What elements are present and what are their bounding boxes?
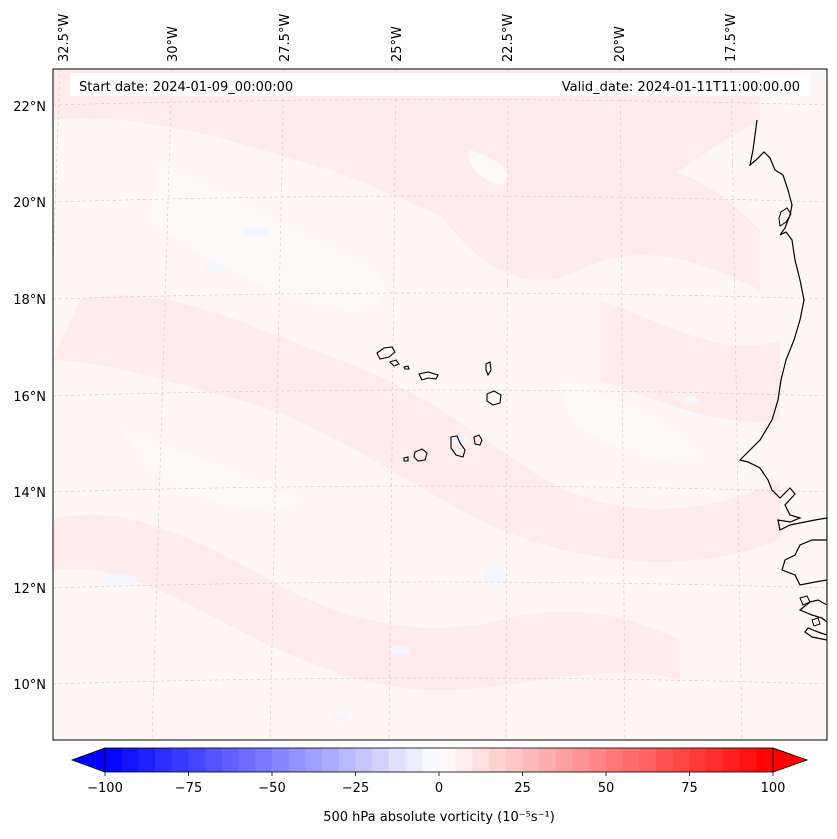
colorbar-cell — [238, 748, 256, 772]
lon-label: 22.5°W — [501, 14, 516, 62]
colorbar-cell — [288, 748, 306, 772]
colorbar-cell — [572, 748, 590, 772]
colorbar-tick-label: −75 — [175, 781, 202, 796]
colorbar-cell — [422, 748, 440, 772]
latitude-labels: 22°N 20°N 18°N 16°N 14°N 12°N 10°N — [13, 100, 46, 693]
colorbar-cell — [155, 748, 173, 772]
lat-label: 16°N — [13, 390, 46, 405]
lat-label: 12°N — [13, 582, 46, 597]
island-sao-nicolau — [418, 371, 439, 381]
colorbar-cell — [472, 748, 490, 772]
colorbar-cell — [505, 748, 523, 772]
colorbar-cell — [205, 748, 223, 772]
colorbar-cell — [589, 748, 607, 772]
colorbar-tick-label: 0 — [435, 781, 443, 796]
cape-verde-islands — [376, 346, 502, 462]
header-strip — [70, 73, 810, 96]
start-date-label: Start date: 2024-01-09_00:00:00 — [79, 80, 293, 95]
colorbar-cell — [388, 748, 407, 772]
colorbar-cell — [338, 748, 356, 772]
colorbar-cell — [689, 748, 707, 772]
colorbar-cell — [405, 748, 423, 772]
colorbar-cell — [656, 748, 674, 772]
colorbar-tick-label: 100 — [761, 781, 786, 796]
island-santiago — [450, 435, 466, 458]
lat-label: 22°N — [13, 100, 46, 115]
island-sao-vicente — [388, 359, 400, 367]
colorbar-cell — [555, 748, 574, 772]
graticule — [53, 69, 827, 740]
vorticity-field — [53, 69, 827, 740]
lat-label: 18°N — [13, 293, 46, 308]
colorbar-cell — [489, 748, 507, 772]
island-santo-antao — [376, 346, 396, 360]
island-santa-luzia — [403, 365, 410, 370]
lon-label: 30°W — [166, 26, 181, 62]
colorbar-cell — [121, 748, 139, 772]
colorbar-cell — [706, 748, 724, 772]
colorbar-cell — [255, 748, 273, 772]
coastal-islet — [778, 207, 792, 227]
colorbar-cell — [272, 748, 290, 772]
lat-label: 14°N — [13, 486, 46, 501]
colorbar-tick-label: 75 — [681, 781, 698, 796]
island-sal — [485, 361, 492, 377]
lon-label: 32.5°W — [57, 14, 72, 62]
colorbar-cell — [522, 748, 540, 772]
colorbar-cell — [672, 748, 690, 772]
colorbar-tick-label: −50 — [258, 781, 285, 796]
island-boa-vista — [486, 390, 502, 406]
colorbar-cell — [322, 748, 340, 772]
colorbar-tick-label: −25 — [342, 781, 369, 796]
colorbar-cell — [622, 748, 640, 772]
colorbar-tick-label: 25 — [514, 781, 531, 796]
lat-label: 20°N — [13, 196, 46, 211]
colorbar-extend-max — [772, 747, 809, 773]
colorbar-cell — [439, 748, 457, 772]
colorbar-cell — [372, 748, 390, 772]
valid-date-label: Valid_date: 2024-01-11T11:00:00.00 — [562, 80, 800, 95]
colorbar-tick-label: 50 — [598, 781, 615, 796]
colorbar-cell — [639, 748, 657, 772]
colorbar-cell — [739, 748, 757, 772]
island-maio — [473, 434, 483, 446]
colorbar-cell — [455, 748, 473, 772]
island-fogo — [413, 448, 428, 462]
colorbar-cell — [171, 748, 189, 772]
coastal-islet — [799, 595, 811, 606]
lon-label: 27.5°W — [278, 14, 293, 62]
island-brava — [403, 456, 409, 462]
lon-label: 25°W — [390, 26, 405, 62]
longitude-labels: 32.5°W 30°W 27.5°W 25°W 22.5°W 20°W 17.5… — [57, 14, 739, 62]
colorbar-tick-label: −100 — [87, 781, 123, 796]
colorbar-cell — [606, 748, 624, 772]
colorbar-cell — [138, 748, 156, 772]
colorbar-cell — [105, 748, 123, 772]
colorbar-label: 500 hPa absolute vorticity (10⁻⁵s⁻¹) — [323, 810, 555, 825]
colorbar-cell — [539, 748, 557, 772]
lon-label: 20°W — [613, 26, 628, 62]
coastal-islet — [811, 617, 821, 627]
colorbar-ticks: −100 −75 −50 −25 0 25 50 75 100 — [87, 772, 785, 796]
lon-label: 17.5°W — [724, 14, 739, 62]
colorbar-cell — [221, 748, 240, 772]
colorbar-cell — [756, 748, 774, 772]
map-frame — [52, 68, 828, 741]
colorbar-cell — [355, 748, 373, 772]
colorbar-cell — [722, 748, 741, 772]
colorbar-extend-min — [70, 747, 106, 773]
colorbar: −100 −75 −50 −25 0 25 50 75 100 — [70, 747, 809, 796]
colorbar-cells — [105, 748, 774, 772]
colorbar-cell — [305, 748, 323, 772]
colorbar-cell — [188, 748, 206, 772]
lat-label: 10°N — [13, 678, 46, 693]
